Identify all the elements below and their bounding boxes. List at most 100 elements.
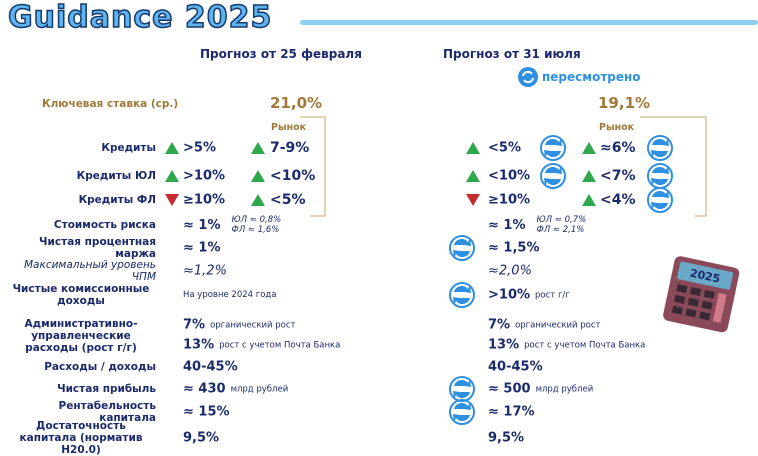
key-rate-value: 19,1% [598, 94, 651, 112]
value: ≈ 500 млрд рублей [488, 382, 593, 397]
value-text: 7% [183, 317, 206, 333]
calculator-text: 2025 [689, 267, 722, 286]
column-header: Прогноз от 31 июля [443, 47, 581, 61]
row-label: Кредиты ЮЛ [76, 170, 156, 182]
value-notes: ЮЛ ≈ 0,7% ФЛ ≈ 2,1% [537, 215, 587, 235]
value-text: ≈ 17% [488, 404, 535, 420]
market-value: <10% [270, 168, 316, 184]
value-notes: ЮЛ ≈ 0,8% ФЛ ≈ 1,6% [232, 215, 282, 235]
value-note: органический рост [210, 320, 296, 330]
value: ≈1,2% [183, 264, 227, 279]
row-label: Чистые комиссионные доходы [12, 283, 150, 307]
value-text: 13% [183, 337, 215, 353]
row-label: Максимальный уровень ЧПМ [23, 259, 156, 283]
value-note: рост г/г [535, 290, 570, 300]
value-note: На уровне 2024 года [183, 290, 277, 300]
market-label: Рынок [271, 122, 307, 133]
bracket [640, 116, 707, 217]
trend-arrow [582, 194, 596, 206]
revised-icon [449, 282, 475, 308]
value: 7% органический рост [488, 318, 600, 333]
row-label: Чистая процентная маржа [39, 236, 156, 260]
trend-arrow [466, 194, 480, 206]
value-text: >10% [183, 168, 226, 184]
value-text: >10% [488, 287, 531, 303]
value-text: ≈ 500 [488, 381, 531, 397]
value: ≈ 1% [183, 241, 221, 256]
value: ≥10% [488, 193, 530, 208]
trend-arrow [466, 142, 480, 154]
value-text: ≈ 15% [183, 404, 230, 420]
value: ≈ 15% [183, 405, 230, 420]
trend-arrow [582, 142, 596, 154]
value: 9,5% [183, 431, 219, 446]
value-text: ≈ 1% [183, 240, 221, 256]
row-label: Чистая прибыль [57, 383, 156, 395]
value: 40-45% [488, 360, 543, 375]
value: 40-45% [183, 360, 238, 375]
key-rate-value: 21,0% [270, 94, 323, 112]
value-text: ≈1,2% [183, 263, 227, 279]
revised-icon [449, 376, 475, 402]
value-text: >5% [183, 140, 216, 156]
trend-arrow [165, 194, 179, 206]
market-value: <4% [600, 192, 636, 208]
value-text: 7% [488, 317, 511, 333]
row-label: Расходы / доходы [44, 361, 156, 373]
revised-icon [518, 67, 538, 87]
row-label: Стоимость риска [53, 219, 156, 231]
value: ≈2,0% [488, 264, 532, 279]
value: 7% органический рост [183, 318, 295, 333]
trend-arrow [165, 142, 179, 154]
value: 9,5% [488, 431, 524, 446]
value-text: 40-45% [183, 359, 238, 375]
column-header: Прогноз от 25 февраля [200, 47, 362, 61]
revised-icon [449, 399, 475, 425]
title: Guidance 2025 [7, 0, 273, 36]
value-text: 13% [488, 337, 520, 353]
row-label: Достаточность капитала (норматив Н20.0) [19, 420, 143, 456]
revised-icon [540, 135, 566, 161]
value-note: органический рост [515, 320, 601, 330]
market-value: <7% [600, 168, 636, 184]
value: ≈ 1,5% [488, 241, 539, 256]
row-label: Кредиты ФЛ [78, 194, 156, 206]
trend-arrow [251, 170, 265, 182]
value-note: ЮЛ ≈ 0,8% [231, 215, 282, 225]
value-text: ≈ 430 [183, 381, 226, 397]
market-value: 7-9% [270, 140, 310, 156]
row-label: Административно-управленческие расходы (… [24, 318, 138, 354]
value: ≈ 1% ЮЛ ≈ 0,7% ФЛ ≈ 2,1% [488, 215, 586, 235]
value: <5% [488, 141, 521, 156]
value: >10% [183, 169, 225, 184]
trend-arrow [466, 170, 480, 182]
revised-icon [449, 235, 475, 261]
revised-label: пересмотрено [542, 70, 641, 84]
value-note: ФЛ ≈ 1,6% [231, 225, 280, 235]
value-text: ≈ 1% [183, 217, 221, 233]
revised-icon [647, 187, 673, 213]
market-value: ≈6% [600, 140, 636, 156]
trend-arrow [165, 170, 179, 182]
revised-badge: пересмотрено [518, 67, 641, 87]
market-label: Рынок [599, 122, 635, 133]
row-label: Рентабельность капитала [58, 400, 156, 424]
key-rate-label: Ключевая ставка (ср.) [42, 98, 179, 110]
value: 13% рост с учетом Почта Банка [183, 338, 340, 353]
value-text: <10% [488, 168, 531, 184]
value-note: млрд рублей [535, 384, 594, 394]
value-text: ≥10% [183, 192, 226, 208]
bracket [300, 116, 326, 217]
revised-icon [647, 135, 673, 161]
value-note: рост с учетом Почта Банка [219, 340, 341, 350]
calculator-illustration: 2025 [663, 256, 740, 333]
value-note: рост с учетом Почта Банка [524, 340, 646, 350]
value-text: 9,5% [183, 430, 220, 446]
title-rule [300, 20, 758, 25]
value-text: ≈ 1,5% [488, 240, 540, 256]
value-text: 40-45% [488, 359, 543, 375]
value-note: ФЛ ≈ 2,1% [536, 225, 585, 235]
trend-arrow [251, 142, 265, 154]
revised-icon [540, 163, 566, 189]
value-note: ЮЛ ≈ 0,7% [536, 215, 587, 225]
